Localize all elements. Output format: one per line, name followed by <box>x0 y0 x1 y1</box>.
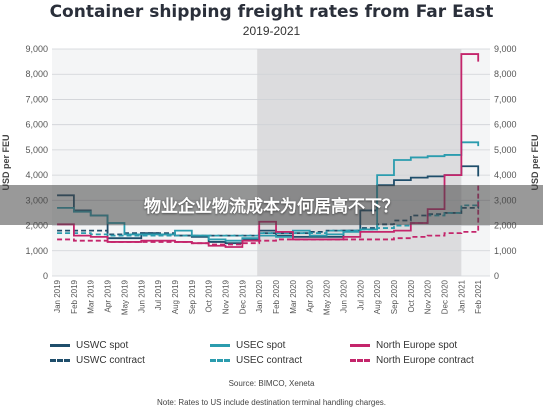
x-tick-label: Jan 2021 <box>457 279 466 312</box>
legend-label: USEC spot <box>236 340 286 351</box>
x-tick-label: Mar 2019 <box>87 279 96 313</box>
legend-item: USWC contract <box>50 355 145 366</box>
y-axis-left: 01,0002,0003,0004,0005,0006,0007,0008,00… <box>25 44 48 281</box>
chart-subtitle: 2019-2021 <box>242 24 301 38</box>
x-tick-label: Jan 2019 <box>53 279 62 312</box>
x-tick-label: Sep 2019 <box>188 279 197 314</box>
legend-swatch <box>50 344 70 347</box>
x-tick-label: Nov 2020 <box>424 279 433 314</box>
legend-swatch <box>210 359 230 362</box>
series-line-usec-spot <box>57 141 480 242</box>
overlay-banner <box>0 185 543 225</box>
y-axis-right-label: USD per FEU <box>530 134 540 190</box>
x-tick-label: Jul 2019 <box>154 279 163 310</box>
y-tick-label-right: 2,000 <box>494 221 517 231</box>
x-tick-label: Mar 2020 <box>289 279 298 313</box>
y-tick-label: 2,000 <box>25 221 48 231</box>
chart-legend: USWC spot USWC contract USEC spot USEC cont… <box>50 340 530 374</box>
x-tick-label: Dec 2019 <box>238 279 247 314</box>
y-tick-label: 6,000 <box>25 120 48 130</box>
shaded-period-2020 <box>257 49 462 276</box>
x-tick-label: Oct 2020 <box>407 279 416 312</box>
chart-title: Container shipping freight rates from Fa… <box>49 2 494 22</box>
legend-swatch <box>350 359 370 362</box>
series-line-uswc-contract <box>57 205 480 237</box>
y-tick-label: 4,000 <box>25 170 48 180</box>
legend-swatch <box>50 359 70 362</box>
legend-label: USWC spot <box>76 340 129 351</box>
x-tick-label: Feb 2020 <box>272 279 281 313</box>
y-tick-label-right: 1,000 <box>494 246 517 256</box>
x-tick-label: Sep 2020 <box>390 279 399 314</box>
y-tick-label: 1,000 <box>25 246 48 256</box>
series-line-uswc-spot <box>57 165 480 245</box>
legend-item: USEC contract <box>210 355 302 366</box>
x-tick-label: Feb 2019 <box>70 279 79 313</box>
y-tick-label-right: 4,000 <box>494 170 517 180</box>
x-tick-label: Aug 2020 <box>373 279 382 314</box>
footnote: Note: Rates to US include destination te… <box>156 398 387 407</box>
y-tick-label: 0 <box>43 271 48 281</box>
legend-swatch <box>350 344 370 347</box>
y-tick-label-right: 5,000 <box>494 145 517 155</box>
legend-item: USWC spot <box>50 340 128 351</box>
legend-label: North Europe contract <box>376 355 474 366</box>
y-axis-left-label: USD per FEU <box>1 134 11 190</box>
y-tick-label-right: 9,000 <box>494 44 517 54</box>
overlay-headline: 物业企业物流成本为何居高不下？ <box>144 197 399 217</box>
x-tick-label: Jun 2020 <box>339 279 348 312</box>
y-tick-label: 5,000 <box>25 145 48 155</box>
x-tick-label: Jul 2020 <box>356 279 365 310</box>
x-tick-label: Aug 2019 <box>171 279 180 314</box>
legend-item: North Europe spot <box>350 340 457 351</box>
y-tick-label: 8,000 <box>25 69 48 79</box>
x-tick-label: Jan 2020 <box>255 279 264 312</box>
y-tick-label-right: 7,000 <box>494 94 517 104</box>
legend-label: North Europe spot <box>376 340 458 351</box>
legend-item: USEC spot <box>210 340 285 351</box>
x-tick-label: Apr 2019 <box>104 279 113 312</box>
x-tick-label: Jun 2019 <box>137 279 146 312</box>
legend-label: USEC contract <box>236 355 303 366</box>
x-tick-label: May 2020 <box>323 279 332 315</box>
y-tick-label: 7,000 <box>25 94 48 104</box>
x-tick-label: Oct 2019 <box>205 279 214 312</box>
y-tick-label-right: 0 <box>494 271 499 281</box>
legend-label: USWC contract <box>76 355 145 366</box>
y-tick-label-right: 8,000 <box>494 69 517 79</box>
x-axis: Jan 2019 Feb 2019 Mar 2019 Apr 2019 May 2019… <box>53 279 483 315</box>
y-axis-right: 01,0002,0003,0004,0005,0006,0007,0008,00… <box>494 44 517 281</box>
series-line-north-europe-contract <box>57 185 480 246</box>
legend-swatch <box>210 344 230 347</box>
x-tick-label: Apr 2020 <box>306 279 315 312</box>
y-tick-label: 9,000 <box>25 44 48 54</box>
x-tick-label: May 2019 <box>120 279 129 315</box>
source-note: Source: BIMCO, Xeneta <box>228 379 315 388</box>
legend-item: North Europe contract <box>350 355 474 366</box>
x-tick-label: Dec 2020 <box>441 279 450 314</box>
x-tick-label: Feb 2021 <box>474 279 483 313</box>
y-tick-label-right: 6,000 <box>494 120 517 130</box>
x-tick-label: Nov 2019 <box>222 279 231 314</box>
